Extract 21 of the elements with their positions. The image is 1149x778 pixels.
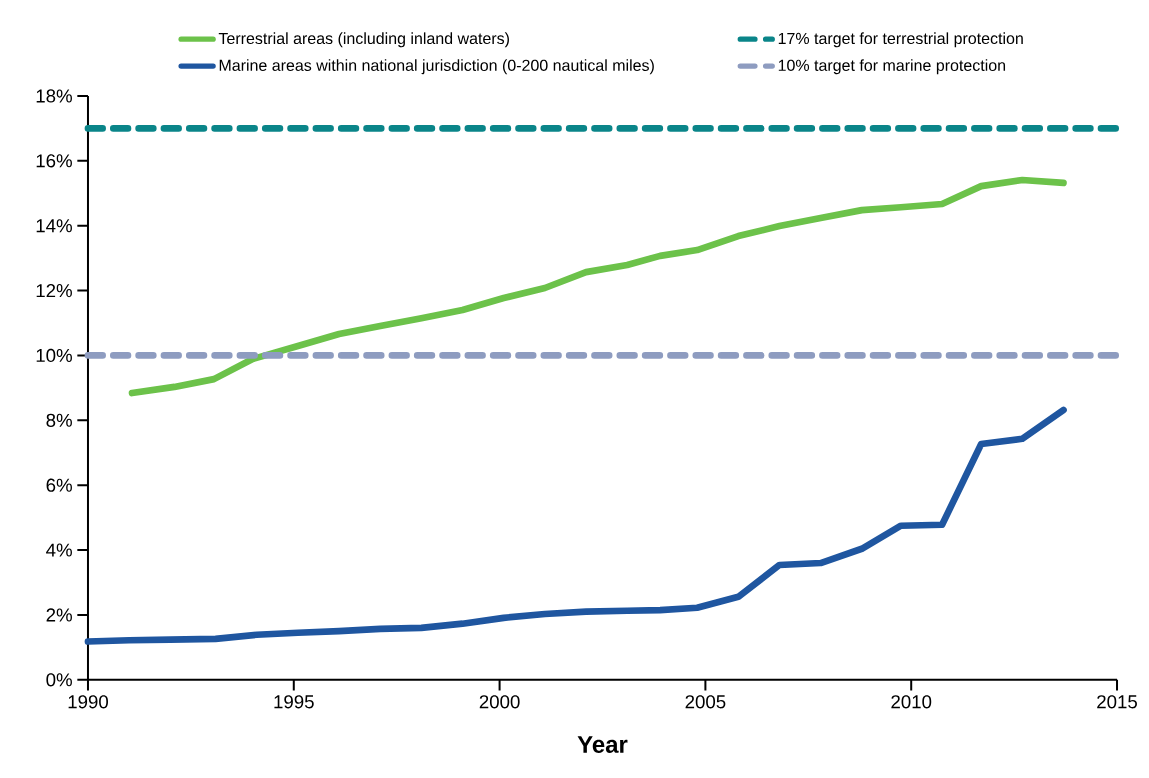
- x-tick-label: 2005: [685, 694, 726, 709]
- x-tick-label: 2000: [479, 694, 520, 709]
- legend-label: 17% target for terrestrial protection: [778, 32, 1023, 48]
- y-tick-label: 16%: [36, 154, 72, 168]
- x-tick-label: 2010: [891, 694, 932, 709]
- y-tick-label: 6%: [46, 478, 72, 492]
- y-tick-label: 12%: [36, 283, 72, 297]
- y-tick-label: 0%: [46, 672, 72, 687]
- x-tick-label: 1995: [274, 694, 314, 709]
- x-tick-label: 1990: [68, 694, 109, 709]
- y-tick-label: 2%: [46, 608, 72, 622]
- legend-label: Terrestrial areas (including inland waters): [218, 32, 509, 48]
- x-axis-title: Year: [577, 735, 628, 753]
- legend-label: Marine areas within national jurisdiction (0-200 nautical miles): [219, 59, 654, 74]
- x-tick-label: 2015: [1097, 694, 1137, 709]
- y-tick-label: 4%: [46, 543, 72, 557]
- legend-label: 10% target for marine protection: [778, 59, 1006, 74]
- y-tick-label: 8%: [46, 413, 72, 427]
- y-tick-label: 10%: [36, 348, 72, 362]
- y-tick-label: 14%: [36, 218, 72, 233]
- y-tick-label: 18%: [36, 89, 72, 103]
